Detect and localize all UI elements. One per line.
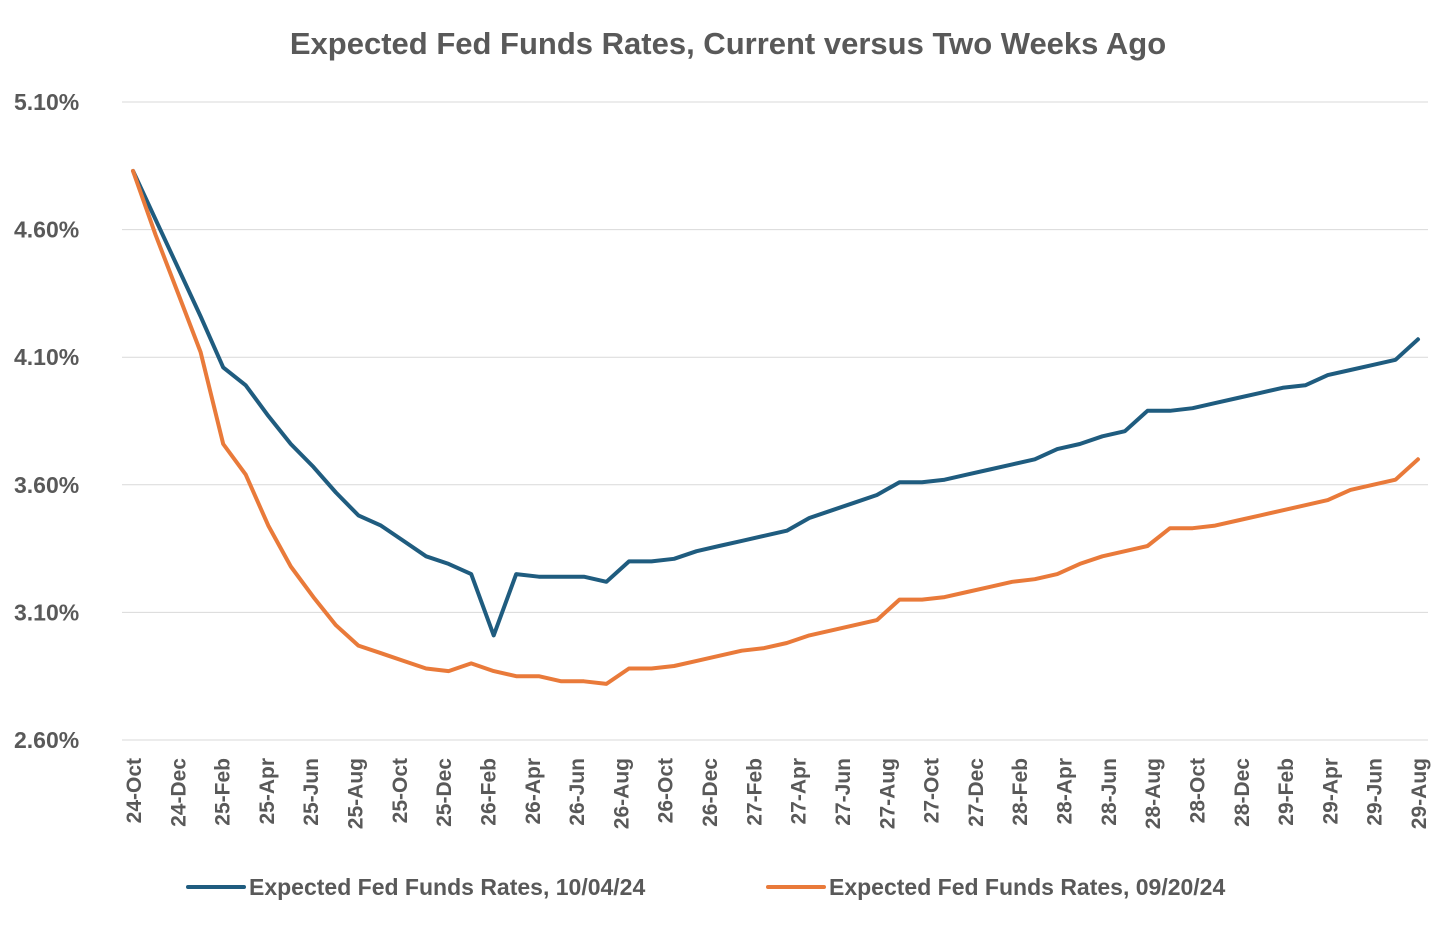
series-line-1 xyxy=(131,168,1420,638)
x-tick-label: 26-Dec xyxy=(699,758,722,827)
x-tick-label: 25-Aug xyxy=(345,758,368,829)
x-tick-label: 26-Aug xyxy=(610,758,633,829)
x-tick-label: 25-Dec xyxy=(433,758,456,827)
x-tick-label: 28-Jun xyxy=(1098,758,1121,826)
x-tick-label: 28-Apr xyxy=(1054,758,1077,825)
x-tick-label: 26-Oct xyxy=(655,758,678,823)
x-tick-label: 27-Jun xyxy=(832,758,855,826)
x-tick-label: 26-Jun xyxy=(566,758,589,826)
x-tick-label: 29-Aug xyxy=(1408,758,1431,829)
x-tick-label: 28-Oct xyxy=(1186,758,1209,823)
x-tick-label: 27-Dec xyxy=(965,758,988,827)
chart-title: Expected Fed Funds Rates, Current versus… xyxy=(289,26,1167,61)
y-tick-label: 3.10% xyxy=(14,599,79,625)
gridlines xyxy=(122,101,1428,741)
x-tick-label: 29-Apr xyxy=(1319,758,1342,825)
x-tick-label: 24-Dec xyxy=(167,758,190,827)
y-tick-label: 5.10% xyxy=(14,89,79,115)
x-tick-label: 27-Oct xyxy=(921,758,944,823)
series-lines xyxy=(131,168,1420,686)
x-tick-label: 27-Feb xyxy=(743,758,766,826)
x-tick-label: 25-Oct xyxy=(389,758,412,823)
x-tick-label: 29-Feb xyxy=(1275,758,1298,826)
x-tick-label: 24-Oct xyxy=(123,758,146,823)
x-tick-label: 29-Jun xyxy=(1364,758,1387,826)
x-tick-label: 28-Feb xyxy=(1009,758,1032,826)
x-tick-label: 28-Aug xyxy=(1142,758,1165,829)
series-line-2 xyxy=(131,168,1420,686)
x-tick-label: 25-Jun xyxy=(300,758,323,826)
y-tick-label: 2.60% xyxy=(14,727,79,753)
y-tick-label: 4.60% xyxy=(14,217,79,243)
y-tick-label: 4.10% xyxy=(14,344,79,370)
x-tick-label: 25-Feb xyxy=(212,758,235,826)
x-tick-label: 25-Apr xyxy=(256,758,279,825)
x-tick-label: 26-Apr xyxy=(522,758,545,825)
y-axis-ticks: 2.60% 3.10% 3.60% 4.10% 4.60% 5.10% xyxy=(14,89,79,753)
x-tick-label: 27-Aug xyxy=(876,758,899,829)
x-tick-label: 27-Apr xyxy=(788,758,811,825)
legend-label-2: Expected Fed Funds Rates, 09/20/24 xyxy=(829,874,1225,900)
legend: Expected Fed Funds Rates, 10/04/24 Expect… xyxy=(186,874,1225,900)
y-tick-label: 3.60% xyxy=(14,472,79,498)
x-tick-label: 26-Feb xyxy=(477,758,500,826)
x-tick-label: 28-Dec xyxy=(1231,758,1254,827)
x-axis-ticks: 24-Oct 24-Dec 25-Feb 25-Apr 25-Jun 25-Aug 25-O… xyxy=(123,758,1431,829)
legend-label-1: Expected Fed Funds Rates, 10/04/24 xyxy=(249,874,645,900)
